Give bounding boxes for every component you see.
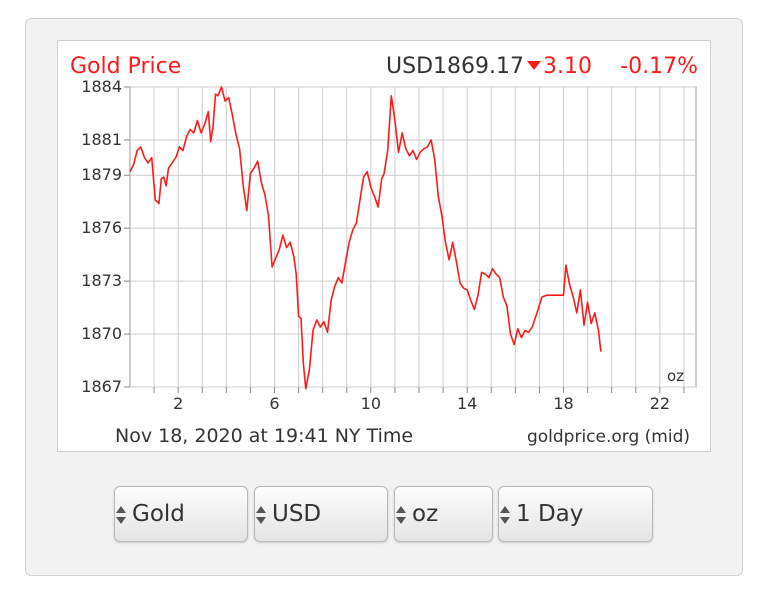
x-tick-label: 10 bbox=[361, 394, 381, 413]
timestamp: Nov 18, 2020 at 19:41 NY Time bbox=[115, 425, 413, 447]
current-price: USD1869.17 bbox=[386, 54, 524, 79]
select-arrows-icon bbox=[396, 506, 406, 524]
y-tick-label: 1873 bbox=[81, 271, 122, 290]
tick-labels: 1884 1881 1879 1876 1873 1870 1867 2 6 10 14 18 22 bbox=[81, 77, 670, 413]
x-tick-label: 2 bbox=[173, 394, 183, 413]
metal-select[interactable]: Gold bbox=[114, 486, 248, 542]
currency-select-value: USD bbox=[272, 501, 322, 527]
unit-label: oz bbox=[667, 367, 684, 385]
y-tick-label: 1879 bbox=[81, 165, 122, 184]
select-arrows-icon bbox=[256, 506, 266, 524]
plot-area bbox=[129, 86, 697, 388]
y-tick-label: 1870 bbox=[81, 324, 122, 343]
select-arrows-icon bbox=[500, 506, 510, 524]
series-layer bbox=[129, 86, 602, 390]
x-tick-label: 18 bbox=[553, 394, 573, 413]
timeframe-select[interactable]: 1 Day bbox=[498, 486, 653, 542]
y-tick-label: 1884 bbox=[81, 77, 122, 96]
grid-lines bbox=[130, 86, 696, 388]
chart-frame: 1884 1881 1879 1876 1873 1870 1867 2 6 10 14 18 22 G… bbox=[57, 40, 711, 452]
x-tick-label: 6 bbox=[269, 394, 279, 413]
y-tick-label: 1876 bbox=[81, 218, 122, 237]
gold-price-chart: 1884 1881 1879 1876 1873 1870 1867 2 6 10 14 18 22 G… bbox=[70, 54, 698, 447]
data-source: goldprice.org (mid) bbox=[527, 427, 690, 447]
price-series-line bbox=[129, 86, 602, 390]
y-tick-label: 1867 bbox=[81, 377, 122, 396]
price-change-percent: -0.17% bbox=[620, 54, 698, 79]
x-tick-label: 22 bbox=[650, 394, 670, 413]
unit-select-value: oz bbox=[412, 501, 439, 527]
chart-title: Gold Price bbox=[70, 54, 181, 79]
axis-tick-marks bbox=[124, 86, 685, 393]
unit-select[interactable]: oz bbox=[394, 486, 493, 542]
currency-select[interactable]: USD bbox=[254, 486, 388, 542]
x-tick-label: 14 bbox=[457, 394, 477, 413]
select-arrows-icon bbox=[116, 506, 126, 524]
timeframe-select-value: 1 Day bbox=[516, 501, 584, 527]
y-tick-label: 1881 bbox=[81, 130, 122, 149]
price-change: 3.10 bbox=[543, 54, 592, 79]
down-arrow-icon bbox=[527, 61, 541, 70]
metal-select-value: Gold bbox=[132, 501, 185, 527]
